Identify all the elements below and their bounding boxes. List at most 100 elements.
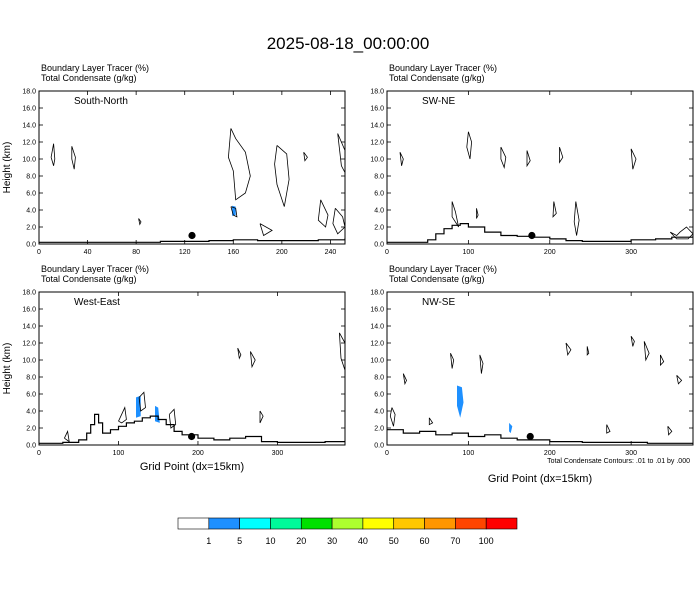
panel-frame (38, 90, 346, 245)
panel-header-line1: Boundary Layer Tracer (%) (41, 63, 149, 73)
colorbar-level-label: 40 (358, 536, 368, 546)
y-tick-label: 8.0 (374, 174, 384, 181)
y-tick-label: 4.0 (374, 409, 384, 416)
condensate-contour (138, 218, 142, 226)
y-axis-label: Height (km) (2, 343, 13, 395)
condensate-contour (606, 424, 611, 434)
y-tick-label: 12.0 (22, 341, 36, 348)
panel-frame (386, 291, 694, 446)
terrain-line (39, 238, 345, 243)
condensate-contour (450, 353, 455, 369)
condensate-contour (64, 430, 70, 443)
condensate-contour (479, 354, 484, 374)
y-tick-label: 14.0 (22, 324, 36, 331)
panel-header-line2: Total Condensate (g/kg) (41, 274, 137, 284)
x-tick-label: 40 (84, 249, 92, 256)
condensate-contour (500, 146, 507, 170)
y-tick-label: 10.0 (370, 358, 384, 365)
y-tick-label: 14.0 (22, 123, 36, 130)
panel-name: NW-SE (422, 297, 455, 308)
colorbar-swatch (485, 517, 518, 530)
colorbar-level-label: 20 (296, 536, 306, 546)
y-tick-label: 16.0 (22, 307, 36, 314)
x-tick-label: 300 (625, 450, 637, 457)
panel-top-left: Boundary Layer Tracer (%)Total Condensat… (2, 63, 346, 256)
terrain-line (39, 413, 345, 444)
condensate-contour (303, 151, 308, 162)
plot-area (39, 128, 345, 243)
condensate-contour (559, 146, 564, 164)
panel-bottom-left: Boundary Layer Tracer (%)Total Condensat… (2, 264, 346, 473)
colorbar-level-label: 50 (389, 536, 399, 546)
y-tick-label: 12.0 (370, 140, 384, 147)
x-tick-label: 200 (544, 450, 556, 457)
y-tick-label: 2.0 (26, 426, 36, 433)
condensate-contour (168, 408, 177, 429)
colorbar-swatch (239, 517, 271, 530)
y-tick-label: 6.0 (26, 191, 36, 198)
y-tick-label: 16.0 (22, 106, 36, 113)
condensate-contour (230, 206, 238, 218)
y-tick-label: 18.0 (22, 290, 36, 297)
station-marker (528, 231, 536, 240)
y-tick-label: 4.0 (374, 208, 384, 215)
condensate-contour (466, 131, 473, 160)
condensate-contour (476, 208, 479, 219)
y-tick-label: 2.0 (26, 225, 36, 232)
y-tick-label: 8.0 (374, 375, 384, 382)
colorbar-level-label: 1 (206, 536, 211, 546)
colorbar-swatch (424, 517, 456, 530)
y-tick-label: 4.0 (26, 208, 36, 215)
condensate-contour (118, 406, 127, 424)
condensate-contour (389, 407, 396, 427)
y-tick-label: 8.0 (26, 375, 36, 382)
tracer-shading (155, 405, 160, 423)
colorbar-level-label: 70 (450, 536, 460, 546)
panel-name: SW-NE (422, 96, 455, 107)
colorbar-level-label: 100 (479, 536, 494, 546)
x-tick-label: 80 (132, 249, 140, 256)
y-tick-label: 14.0 (370, 123, 384, 130)
y-tick-label: 6.0 (26, 392, 36, 399)
condensate-contour (227, 128, 251, 201)
condensate-contour (526, 150, 531, 168)
condensate-contour (630, 335, 635, 347)
panel-name: South-North (74, 96, 128, 107)
x-tick-label: 200 (276, 249, 288, 256)
x-tick-label: 100 (463, 249, 475, 256)
figure-title: 2025-08-18_00:00:00 (267, 34, 430, 53)
colorbar-swatch (393, 517, 425, 530)
x-axis-label: Grid Point (dx=15km) (140, 461, 244, 473)
y-tick-label: 12.0 (370, 341, 384, 348)
x-tick-label: 0 (37, 249, 41, 256)
x-tick-label: 200 (192, 450, 204, 457)
condensate-contour (676, 375, 683, 385)
colorbar-swatch (208, 517, 240, 530)
y-tick-label: 14.0 (370, 324, 384, 331)
colorbar-swatch (177, 517, 210, 530)
panel-header-line1: Boundary Layer Tracer (%) (41, 264, 149, 274)
condensate-contour (573, 201, 580, 236)
condensate-contour (237, 347, 242, 360)
tracer-shading (509, 422, 513, 434)
panel-header-line1: Boundary Layer Tracer (%) (389, 63, 497, 73)
panel-header-line2: Total Condensate (g/kg) (389, 73, 485, 83)
condensate-contour (428, 417, 434, 426)
y-tick-label: 0.0 (26, 242, 36, 249)
panel-top-right: Boundary Layer Tracer (%)Total Condensat… (370, 63, 694, 256)
y-tick-label: 12.0 (22, 140, 36, 147)
panel-name: West-East (74, 297, 120, 308)
plot-area (39, 332, 345, 444)
station-marker (188, 231, 196, 240)
y-tick-label: 18.0 (370, 290, 384, 297)
panel-frame (38, 291, 346, 446)
colorbar-level-label: 10 (265, 536, 275, 546)
y-tick-label: 16.0 (370, 106, 384, 113)
y-tick-label: 2.0 (374, 225, 384, 232)
condensate-contour (669, 226, 693, 240)
condensate-contour (138, 391, 146, 412)
terrain-line (387, 223, 693, 243)
y-tick-label: 10.0 (22, 358, 36, 365)
terrain-line (387, 429, 693, 444)
